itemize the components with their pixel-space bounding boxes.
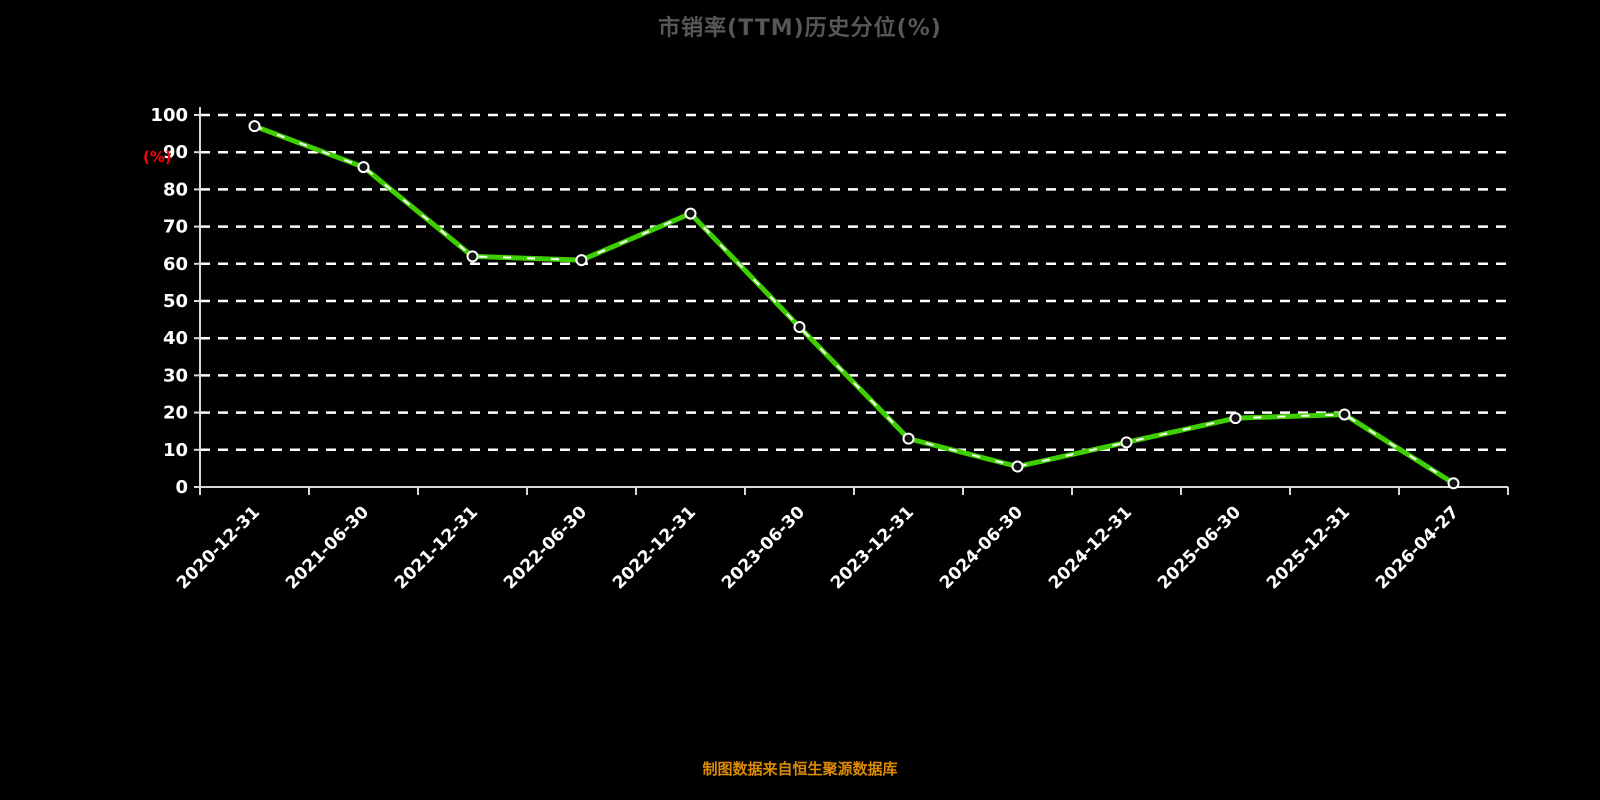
- y-tick-label: 10: [163, 440, 188, 461]
- y-tick-label: 100: [150, 105, 188, 126]
- x-tick-label: 2025-12-31: [1263, 502, 1354, 593]
- y-tick-label: 0: [175, 477, 188, 498]
- data-point: [1338, 408, 1351, 421]
- y-tick-label: 30: [163, 365, 188, 386]
- x-tick-label: 2021-06-30: [282, 502, 373, 593]
- data-point: [793, 321, 806, 334]
- y-tick-label: 90: [163, 142, 188, 163]
- series-line-dash-overlay: [254, 125, 1455, 485]
- x-tick-label: 2023-12-31: [827, 502, 918, 593]
- y-tick-label: 70: [163, 217, 188, 238]
- data-point: [1120, 436, 1133, 449]
- y-tick-label: 60: [163, 254, 188, 275]
- x-tick-label: 2020-12-31: [173, 502, 264, 593]
- x-tick-label: 2024-06-30: [936, 502, 1027, 593]
- data-point: [1011, 460, 1024, 473]
- data-point: [357, 161, 370, 174]
- y-tick-label: 80: [163, 179, 188, 200]
- x-tick-label: 2021-12-31: [391, 502, 482, 593]
- x-tick-label: 2026-04-27: [1372, 502, 1463, 593]
- data-point: [248, 120, 261, 133]
- data-point: [902, 432, 915, 445]
- data-point: [1447, 477, 1460, 490]
- x-tick-label: 2023-06-30: [718, 502, 809, 593]
- y-axis-unit-label: (%): [143, 148, 172, 166]
- x-tick-label: 2022-12-31: [609, 502, 700, 593]
- y-tick-label: 20: [163, 403, 188, 424]
- x-tick-label: 2025-06-30: [1154, 502, 1245, 593]
- data-point: [684, 207, 697, 220]
- data-point: [466, 250, 479, 263]
- x-tick-label: 2024-12-31: [1045, 502, 1136, 593]
- x-tick-label: 2022-06-30: [500, 502, 591, 593]
- y-tick-label: 40: [163, 328, 188, 349]
- data-point: [575, 254, 588, 267]
- chart-title: 市销率(TTM)历史分位(%): [658, 16, 942, 41]
- footer-note: 制图数据来自恒生聚源数据库: [702, 760, 898, 778]
- data-point: [1229, 412, 1242, 425]
- y-tick-label: 50: [163, 291, 188, 312]
- series-line: [252, 123, 1456, 486]
